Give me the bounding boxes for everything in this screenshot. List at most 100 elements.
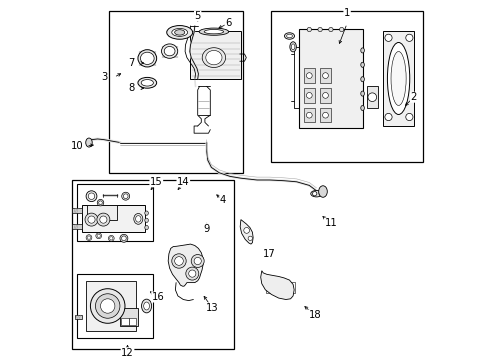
Text: 14: 14 [177,177,189,187]
Ellipse shape [204,30,223,34]
Bar [382,31,413,126]
Ellipse shape [390,51,406,105]
Text: 18: 18 [308,310,320,320]
Text: 8: 8 [128,83,134,93]
Bar [120,308,138,326]
Ellipse shape [122,236,126,240]
Ellipse shape [174,30,184,35]
Bar [121,318,128,325]
Text: 4: 4 [219,195,225,205]
Ellipse shape [289,42,296,52]
Ellipse shape [96,233,102,239]
Bar [320,88,330,103]
Text: 1: 1 [343,8,349,18]
Polygon shape [240,220,253,244]
Circle shape [90,289,125,323]
Text: 10: 10 [71,141,83,151]
Ellipse shape [85,138,92,147]
Circle shape [85,213,98,226]
Ellipse shape [202,48,225,68]
Circle shape [384,34,391,41]
Circle shape [88,216,95,223]
Ellipse shape [138,50,156,67]
Circle shape [174,257,183,265]
Ellipse shape [291,44,294,50]
Ellipse shape [109,237,113,240]
Ellipse shape [360,77,364,82]
Circle shape [322,112,328,118]
Circle shape [244,228,249,233]
Circle shape [185,267,199,280]
Circle shape [367,93,376,102]
Circle shape [322,73,328,78]
Bar [109,11,242,173]
Circle shape [312,192,316,196]
Ellipse shape [284,33,294,39]
Ellipse shape [164,46,175,56]
Ellipse shape [386,42,409,114]
Bar [81,205,145,232]
Ellipse shape [86,191,97,202]
Ellipse shape [286,34,292,38]
Text: 11: 11 [324,218,337,228]
Circle shape [101,299,115,313]
Circle shape [194,257,201,265]
Bar [320,108,330,122]
Text: 7: 7 [128,58,134,68]
Bar [265,282,270,293]
Bar [271,11,422,162]
Circle shape [317,27,322,32]
Circle shape [188,270,196,277]
Ellipse shape [161,44,177,58]
Bar [303,68,314,83]
Circle shape [318,192,322,195]
Text: 3: 3 [101,72,107,82]
Ellipse shape [144,218,148,222]
Circle shape [405,113,412,121]
Circle shape [191,255,204,267]
Circle shape [171,254,186,268]
Bar [303,88,314,103]
Ellipse shape [205,50,222,65]
Text: 5: 5 [194,11,201,21]
Bar [320,68,330,83]
Ellipse shape [318,186,326,197]
Ellipse shape [123,194,128,198]
Circle shape [247,236,252,240]
Ellipse shape [97,199,103,206]
Ellipse shape [141,299,151,313]
Circle shape [306,27,311,32]
Text: 12: 12 [121,348,134,358]
Circle shape [306,73,311,78]
Ellipse shape [87,236,90,239]
Circle shape [339,27,343,32]
Ellipse shape [360,48,364,53]
Text: 6: 6 [224,18,231,28]
Ellipse shape [122,192,129,200]
Ellipse shape [144,211,148,215]
Bar [366,86,377,108]
Polygon shape [168,244,203,286]
Circle shape [384,113,391,121]
Circle shape [306,93,311,98]
Ellipse shape [199,28,228,35]
Bar [303,108,314,122]
Ellipse shape [141,80,153,86]
Text: 17: 17 [263,249,276,259]
Text: 15: 15 [150,177,163,187]
Text: 2: 2 [409,92,416,102]
Bar [72,208,81,213]
Bar [273,282,279,293]
Ellipse shape [143,302,149,310]
Ellipse shape [86,235,92,240]
Ellipse shape [135,216,141,222]
Ellipse shape [97,234,100,238]
Circle shape [97,213,110,226]
Bar [282,282,287,293]
Ellipse shape [108,235,114,241]
Bar [289,282,294,293]
Ellipse shape [140,52,154,64]
Bar [87,205,117,220]
Bar [190,31,241,79]
Circle shape [405,34,412,41]
